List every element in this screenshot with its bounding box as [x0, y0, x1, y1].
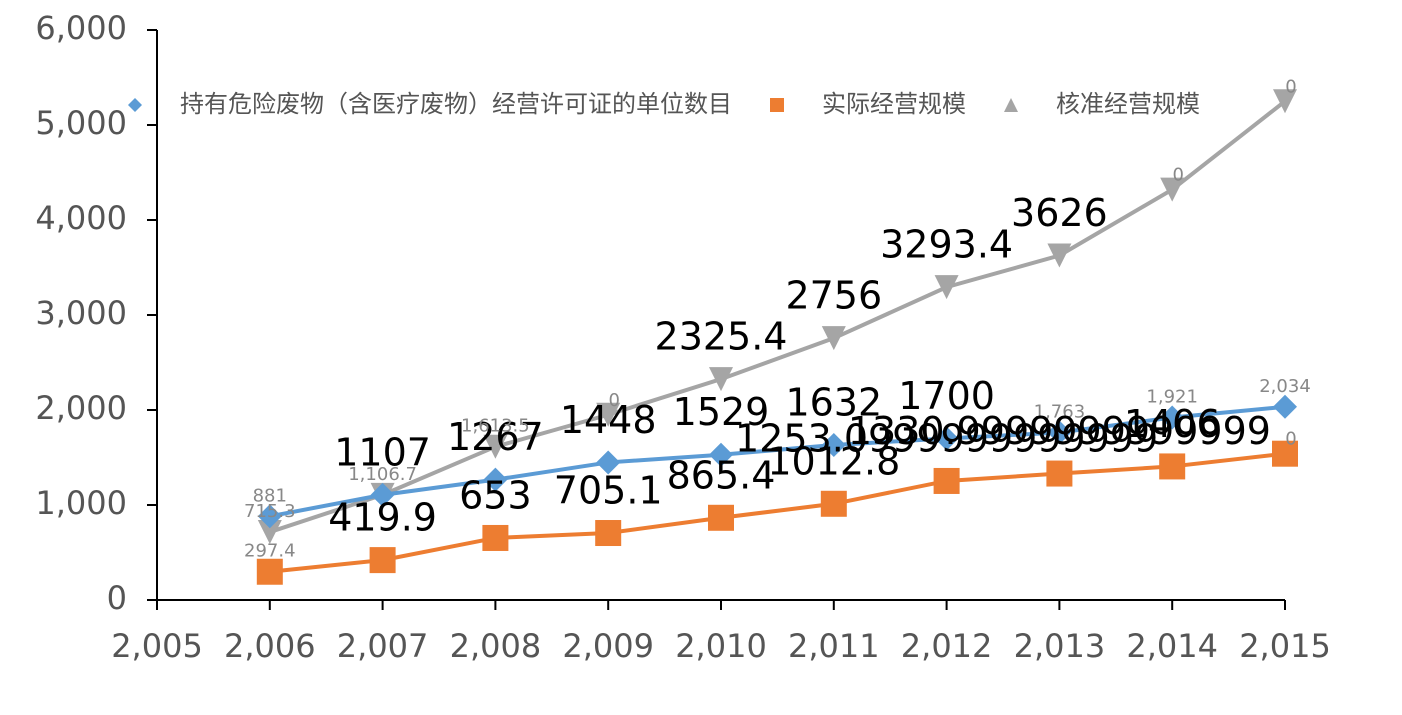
- data-point: [596, 450, 621, 475]
- x-tick-label: 2,012: [901, 627, 993, 665]
- data-point: [1160, 177, 1185, 202]
- data-label: 419.9: [328, 496, 437, 540]
- data-point: [257, 504, 282, 529]
- data-point: [595, 520, 622, 547]
- data-label: 1632: [785, 380, 882, 424]
- y-tick-label: 5,000: [35, 104, 127, 142]
- y-tick-label: 2,000: [35, 389, 127, 427]
- data-point: [370, 482, 395, 507]
- data-label: 1700: [898, 374, 995, 418]
- x-tick-label: 2,015: [1239, 627, 1331, 665]
- data-label: 1330.9999999999999: [848, 409, 1271, 453]
- data-label: 1,613.5: [461, 416, 530, 437]
- x-tick-label: 2,011: [788, 627, 880, 665]
- data-point: [820, 490, 847, 517]
- data-point: [596, 402, 621, 427]
- data-label: 715.3: [244, 501, 296, 522]
- data-point: [821, 326, 846, 351]
- data-label: 865.4: [667, 453, 776, 497]
- x-tick-label: 2,008: [450, 627, 542, 665]
- data-label: 705.1: [554, 469, 663, 513]
- data-point: [934, 275, 959, 300]
- legend-label: 核准经营规模: [1056, 90, 1200, 118]
- data-label: 2325.4: [655, 315, 788, 359]
- data-point: [256, 558, 283, 585]
- y-tick-label: 3,000: [35, 294, 127, 332]
- y-tick-label: 1,000: [35, 484, 127, 522]
- x-tick-label: 2,009: [562, 627, 654, 665]
- annotation: 0: [1172, 165, 1183, 186]
- data-point: [709, 367, 733, 392]
- data-label: 2756: [785, 274, 882, 318]
- series-line: [269, 404, 1286, 519]
- data-point: [483, 467, 508, 492]
- data-point: [933, 467, 960, 494]
- y-tick-label: 0: [107, 579, 127, 617]
- data-label: 1529: [673, 390, 770, 434]
- data-point: [1160, 405, 1185, 430]
- data-point: [1273, 89, 1297, 114]
- data-label: 881: [253, 485, 287, 506]
- data-point: [257, 520, 282, 545]
- data-label: 1406: [1124, 402, 1221, 446]
- y-tick-label: 4,000: [35, 199, 127, 237]
- legend-marker: [770, 98, 784, 112]
- data-label: 1107: [334, 430, 431, 474]
- data-point: [483, 434, 508, 459]
- data-point: [709, 442, 733, 467]
- data-point: [1047, 243, 1072, 268]
- data-point: [369, 547, 396, 574]
- legend-label: 实际经营规模: [822, 90, 966, 118]
- annotation: 0: [1285, 76, 1296, 97]
- data-label: 653: [459, 473, 532, 517]
- data-point: [934, 426, 959, 451]
- annotation: 0: [1285, 429, 1296, 450]
- data-label: 1267: [447, 415, 544, 459]
- x-tick-label: 2,006: [224, 627, 316, 665]
- data-label: 1448: [560, 398, 657, 442]
- data-label: 1,763: [1034, 402, 1086, 423]
- data-point: [1159, 453, 1186, 480]
- data-label: 1,921: [1146, 387, 1198, 408]
- data-point: [821, 432, 846, 457]
- data-label: 2,034: [1259, 376, 1311, 397]
- annotation: 0: [608, 390, 619, 411]
- x-tick-label: 2,014: [1126, 627, 1218, 665]
- legend-label: 持有危险废物（含医疗废物）经营许可证的单位数目: [180, 90, 732, 118]
- data-label: 1012.8: [767, 439, 900, 483]
- data-point: [482, 524, 509, 551]
- data-point: [1047, 420, 1072, 445]
- x-tick-label: 2,013: [1014, 627, 1106, 665]
- data-point: [708, 504, 734, 531]
- x-tick-label: 2,010: [675, 627, 767, 665]
- series-line: [269, 451, 1286, 574]
- data-point: [1046, 460, 1073, 487]
- y-tick-label: 6,000: [35, 9, 127, 47]
- data-label: 297.4: [244, 541, 296, 562]
- data-label: 3626: [1011, 191, 1108, 235]
- series-line: [269, 99, 1287, 534]
- data-point: [1273, 394, 1297, 419]
- data-point: [1272, 440, 1298, 467]
- x-tick-label: 2,005: [111, 627, 203, 665]
- x-tick-label: 2,007: [337, 627, 429, 665]
- legend-marker: [128, 98, 142, 112]
- data-label: 3293.4: [880, 223, 1013, 267]
- legend-marker: [1004, 98, 1018, 112]
- data-label: 1,106.7: [348, 464, 417, 485]
- data-label: 1253.0999999999999: [735, 416, 1158, 460]
